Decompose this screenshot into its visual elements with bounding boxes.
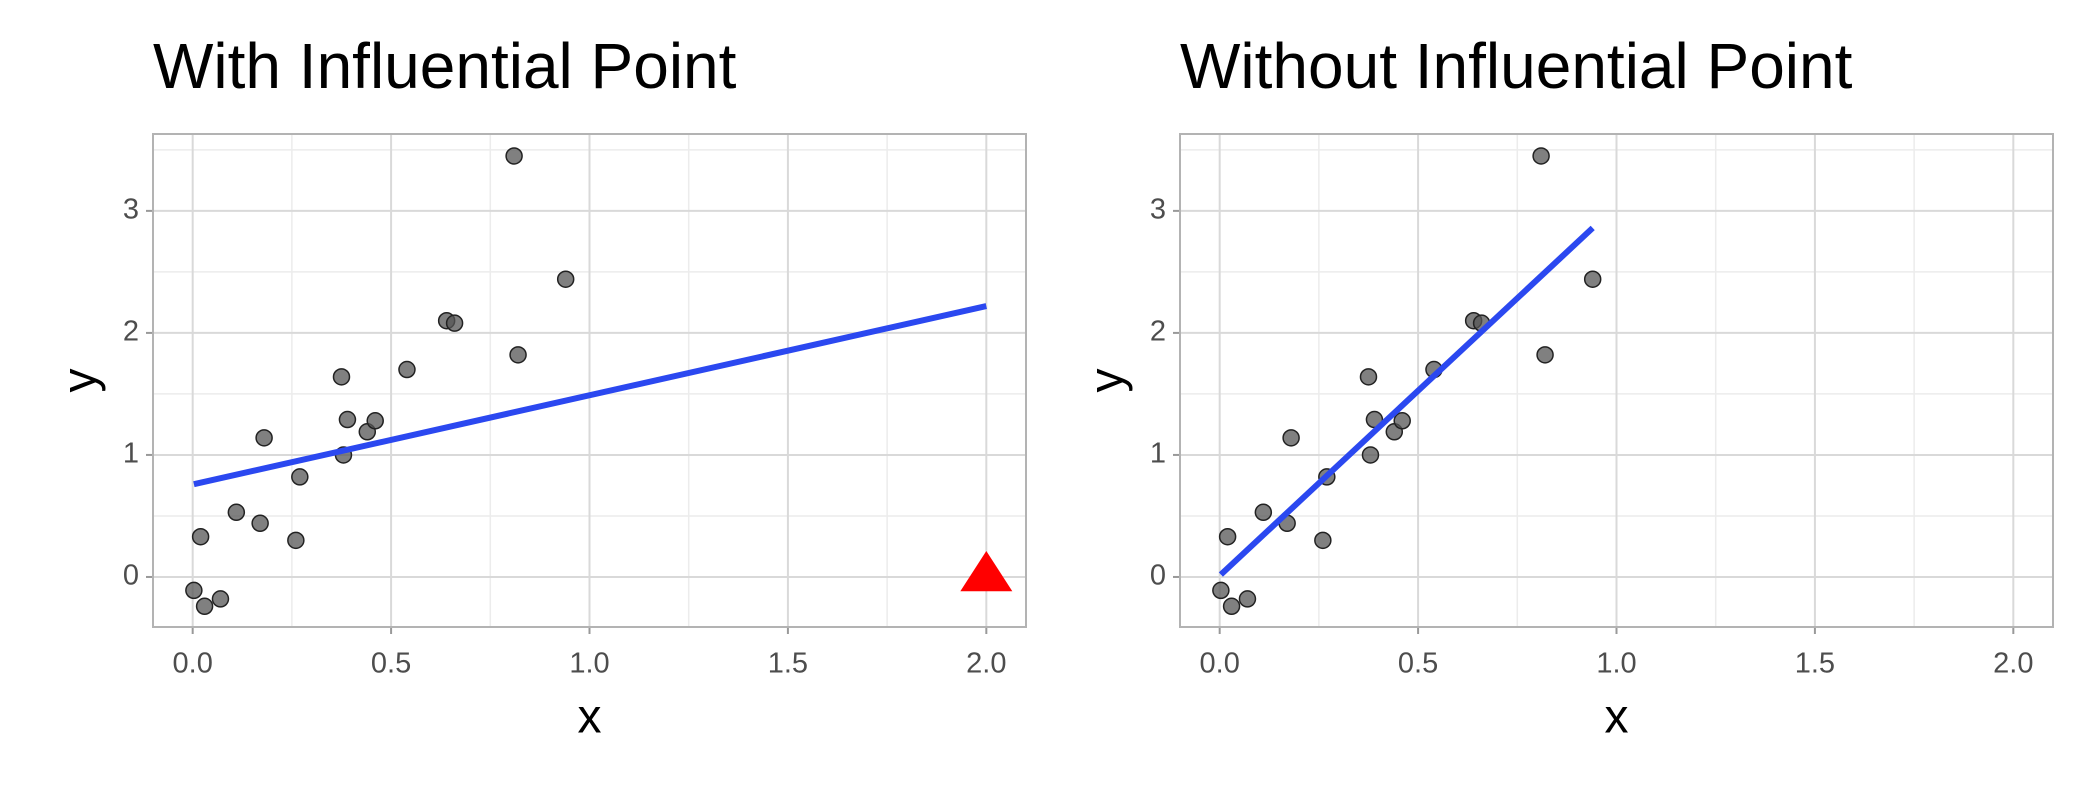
data-point [287, 531, 305, 550]
data-point [332, 368, 351, 386]
x-axis-label: x [1605, 691, 1629, 744]
data-point [556, 270, 575, 288]
chart-title: Without Influential Point [1180, 30, 1853, 102]
data-point [211, 590, 230, 608]
y-axis-label: y [1081, 369, 1134, 393]
data-point [251, 514, 269, 533]
data-point [366, 412, 384, 430]
data-point [1393, 412, 1411, 430]
x-tick-label: 0.5 [1398, 648, 1438, 680]
x-tick-label: 0.0 [1200, 648, 1240, 680]
data-point [398, 360, 416, 379]
y-tick-label: 0 [1150, 560, 1166, 592]
data-point [509, 346, 527, 364]
y-tick-label: 2 [123, 316, 139, 348]
x-tick-label: 1.0 [1596, 648, 1636, 680]
x-tick-label: 2.0 [966, 648, 1006, 680]
y-tick-label: 1 [1150, 438, 1166, 470]
plot-border [1179, 133, 2054, 628]
x-tick-label: 1.0 [569, 648, 609, 680]
data-point [445, 314, 464, 332]
x-tick-label: 2.0 [1993, 648, 2033, 680]
data-point [1583, 270, 1602, 288]
x-tick-label: 0.0 [173, 648, 213, 680]
y-tick-label: 1 [123, 438, 139, 470]
data-point [1314, 531, 1332, 550]
data-point [1361, 446, 1380, 464]
data-point [185, 581, 203, 600]
y-axis-label: y [54, 369, 107, 393]
data-point [191, 527, 210, 546]
data-point [1532, 147, 1550, 165]
data-point [1222, 597, 1241, 616]
data-point [1359, 368, 1378, 386]
y-tick-label: 2 [1150, 316, 1166, 348]
data-point [255, 429, 273, 447]
data-point [1536, 346, 1554, 364]
data-point [227, 503, 246, 522]
data-point [1238, 590, 1257, 608]
y-tick-label: 0 [123, 560, 139, 592]
data-point [1254, 503, 1273, 522]
x-axis-label: x [578, 691, 602, 744]
chart-title: With Influential Point [153, 30, 737, 102]
fit-line [1218, 225, 1595, 577]
data-point [505, 147, 523, 165]
data-point [338, 410, 357, 429]
data-point [291, 468, 309, 486]
x-tick-label: 1.5 [768, 648, 808, 680]
data-point [1218, 527, 1237, 546]
data-point [1212, 581, 1230, 600]
data-point [195, 597, 214, 616]
plot-border [152, 133, 1027, 628]
y-tick-label: 3 [123, 194, 139, 226]
fit-line [193, 303, 987, 488]
y-tick-label: 3 [1150, 194, 1166, 226]
data-point [1282, 429, 1300, 447]
x-tick-label: 0.5 [371, 648, 411, 680]
influential-point [960, 550, 1013, 592]
x-tick-label: 1.5 [1795, 648, 1835, 680]
